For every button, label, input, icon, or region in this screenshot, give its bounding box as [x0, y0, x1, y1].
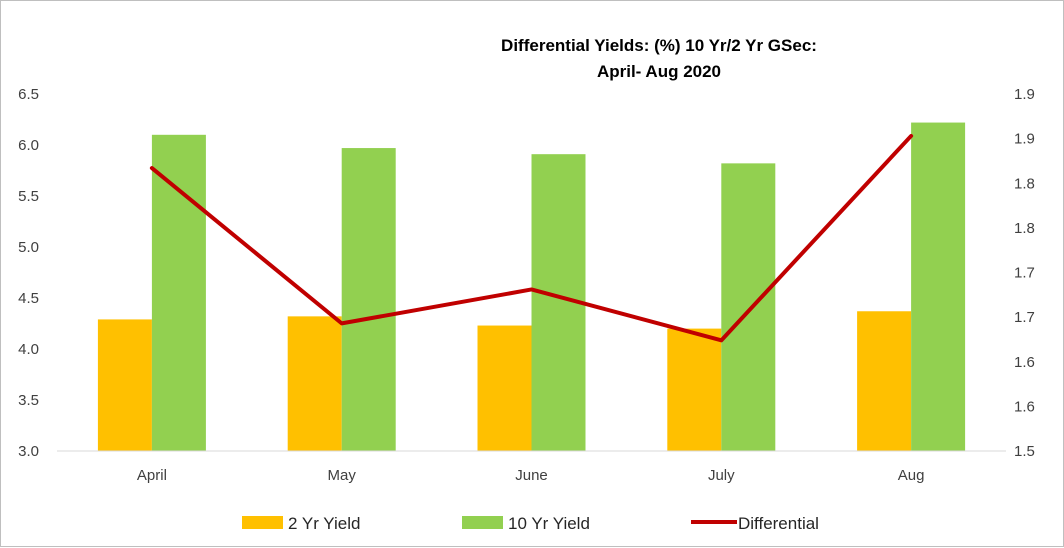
- bar-10-yr-yield-aug: [911, 123, 965, 451]
- y-left-tick-label: 5.5: [18, 188, 39, 205]
- y-right-tick-label: 1.6: [1014, 398, 1035, 415]
- y-right-tick-label: 1.5: [1014, 443, 1035, 460]
- y-left-tick-label: 4.0: [18, 341, 39, 358]
- y-right-tick-label: 1.8: [1014, 175, 1035, 192]
- chart-subtitle: April- Aug 2020: [597, 62, 721, 81]
- bar-2-yr-yield-aug: [857, 311, 911, 451]
- y-right-tick-label: 1.9: [1014, 131, 1035, 148]
- legend-swatch-2yr: [242, 516, 283, 529]
- y-left-tick-label: 6.0: [18, 137, 39, 154]
- y-right-tick-label: 1.7: [1014, 265, 1035, 282]
- bar-2-yr-yield-april: [98, 319, 152, 451]
- y-left-tick-label: 3.0: [18, 443, 39, 460]
- legend-label-2yr: 2 Yr Yield: [288, 514, 360, 533]
- y-right-tick-label: 1.9: [1014, 86, 1035, 103]
- x-tick-label: June: [515, 467, 548, 484]
- y-right-tick-label: 1.8: [1014, 220, 1035, 237]
- y-right-tick-label: 1.7: [1014, 309, 1035, 326]
- legend: 2 Yr Yield 10 Yr Yield Differential: [242, 514, 819, 533]
- y-left-tick-label: 5.0: [18, 239, 39, 256]
- bar-2-yr-yield-may: [288, 316, 342, 451]
- legend-label-10yr: 10 Yr Yield: [508, 514, 590, 533]
- x-tick-label: Aug: [898, 467, 925, 484]
- y-left-tick-label: 6.5: [18, 86, 39, 103]
- legend-label-differential: Differential: [738, 514, 819, 533]
- bar-10-yr-yield-may: [342, 148, 396, 451]
- y-left-tick-label: 4.5: [18, 290, 39, 307]
- y-right-tick-label: 1.6: [1014, 354, 1035, 371]
- legend-swatch-10yr: [462, 516, 503, 529]
- bar-10-yr-yield-july: [721, 163, 775, 451]
- bars-layer: [98, 123, 965, 451]
- x-tick-label: July: [708, 467, 735, 484]
- x-tick-label: May: [328, 467, 357, 484]
- y-left-tick-label: 3.5: [18, 392, 39, 409]
- x-tick-label: April: [137, 467, 167, 484]
- chart-title: Differential Yields: (%) 10 Yr/2 Yr GSec…: [501, 36, 817, 55]
- bar-10-yr-yield-april: [152, 135, 206, 451]
- bar-2-yr-yield-june: [478, 326, 532, 451]
- bar-2-yr-yield-july: [667, 329, 721, 451]
